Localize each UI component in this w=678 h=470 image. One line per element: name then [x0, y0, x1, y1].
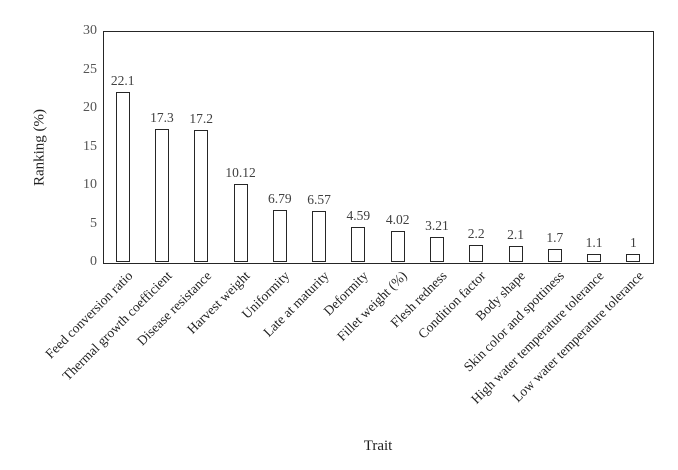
bar-value-label: 1.1: [585, 234, 603, 250]
y-tick-label: 10: [83, 177, 97, 192]
bar: [272, 209, 287, 262]
bar-value-label: 1: [629, 235, 637, 251]
bar: [626, 254, 641, 262]
bar: [429, 237, 444, 262]
bar-value-label: 3.21: [425, 218, 449, 234]
bar-value-label: 6.79: [267, 190, 292, 206]
y-tick-label: 25: [83, 61, 97, 77]
bar: [547, 248, 562, 262]
bar-value-label: 4.59: [346, 207, 371, 223]
bar: [154, 128, 169, 262]
bar-value-label: 2.1: [507, 226, 524, 242]
bar-value-label: 2.2: [467, 226, 485, 242]
bar: [233, 184, 248, 262]
bar-value-label: 17.2: [189, 110, 214, 126]
bar: [351, 226, 366, 262]
bar: [508, 245, 523, 262]
bar: [194, 129, 209, 262]
y-tick-label: 15: [83, 138, 97, 154]
bar-value-label: 22.1: [110, 72, 135, 88]
y-tick-label: 30: [83, 23, 97, 38]
bar: [587, 253, 602, 262]
plot-area-frame: [103, 31, 654, 264]
bar-value-label: 6.57: [307, 192, 331, 208]
bar: [115, 91, 130, 262]
bar-value-label: 10.12: [225, 165, 256, 181]
bar: [390, 231, 405, 262]
y-tick-label: 20: [83, 100, 97, 115]
x-axis-title: Trait: [363, 438, 393, 454]
bar-value-label: 1.7: [546, 229, 564, 245]
bar: [469, 245, 484, 262]
bar-value-label: 4.02: [385, 212, 410, 228]
y-axis-title: Ranking (%): [31, 108, 48, 187]
bar: [312, 211, 327, 262]
y-tick-label: 5: [90, 215, 97, 231]
bar-value-label: 17.3: [150, 109, 174, 125]
y-tick-label: 0: [90, 254, 97, 269]
